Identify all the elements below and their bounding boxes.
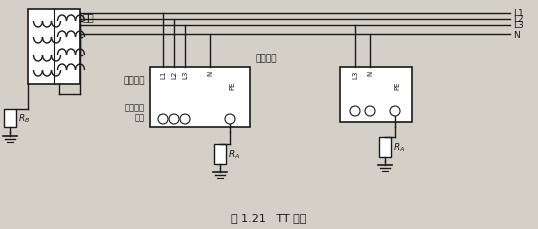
Text: N: N	[207, 71, 213, 76]
Circle shape	[180, 114, 190, 124]
Bar	[214, 144, 226, 164]
Text: $R_A$: $R_A$	[228, 148, 240, 161]
Bar	[4, 109, 16, 128]
Text: 电气装置: 电气装置	[255, 54, 277, 63]
Text: PE: PE	[229, 81, 235, 90]
Text: 图 1.21   TT 系统: 图 1.21 TT 系统	[231, 212, 307, 222]
Text: $R_B$: $R_B$	[18, 112, 30, 125]
Bar	[28, 10, 80, 85]
Text: L1: L1	[513, 9, 524, 18]
Circle shape	[158, 114, 168, 124]
Text: N: N	[513, 30, 520, 39]
Text: 外露导电
部分: 外露导电 部分	[125, 103, 145, 122]
Text: $R_A$: $R_A$	[393, 141, 405, 154]
Circle shape	[350, 106, 360, 117]
Text: L3: L3	[182, 71, 188, 79]
Text: L3: L3	[513, 21, 524, 30]
Text: 电源: 电源	[83, 12, 95, 22]
Circle shape	[365, 106, 375, 117]
Bar	[340, 68, 412, 123]
Bar	[150, 68, 250, 128]
Circle shape	[225, 114, 235, 124]
Bar	[379, 137, 391, 157]
Text: L1: L1	[160, 71, 166, 79]
Text: L2: L2	[513, 15, 523, 25]
Circle shape	[390, 106, 400, 117]
Text: PE: PE	[394, 81, 400, 90]
Text: L2: L2	[171, 71, 177, 79]
Circle shape	[169, 114, 179, 124]
Text: N: N	[367, 71, 373, 76]
Text: L3: L3	[352, 71, 358, 79]
Text: 电气设备: 电气设备	[124, 76, 145, 85]
